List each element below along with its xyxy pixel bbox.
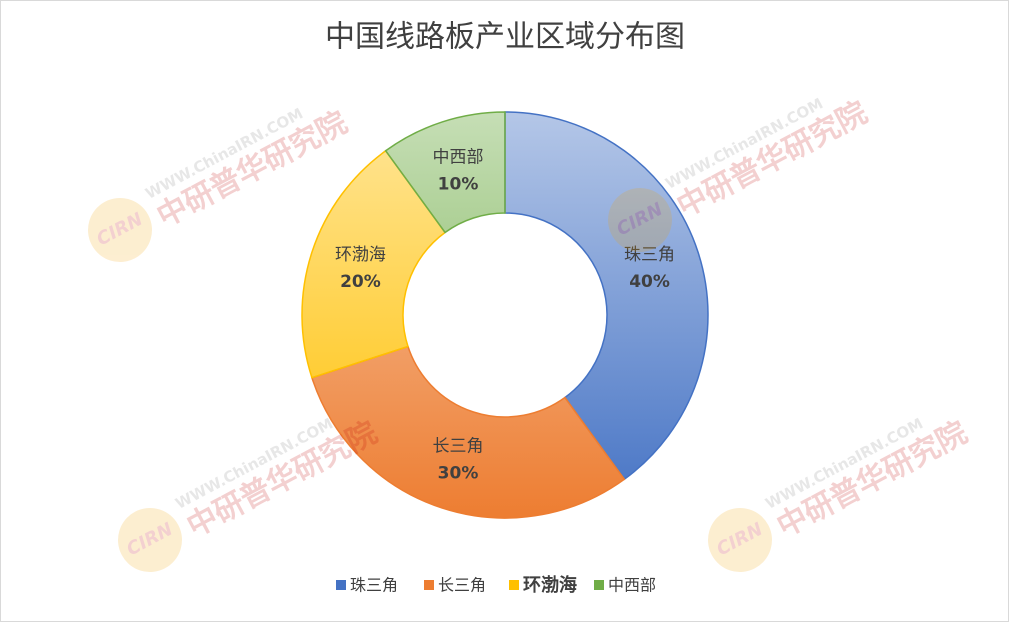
watermark-logo-circle: [118, 508, 182, 572]
legend-label: 珠三角: [350, 576, 398, 595]
legend-swatch: [424, 580, 434, 590]
value-label: 30%: [438, 464, 479, 484]
donut-segment: [384, 111, 506, 234]
donut-segment: [504, 111, 709, 481]
legend-label: 长三角: [438, 576, 486, 595]
segment-label: 中西部: [433, 147, 484, 167]
legend-label: 环渤海: [523, 574, 577, 596]
donut-segment: [301, 149, 447, 379]
segment-label: 珠三角: [624, 245, 675, 265]
legend-swatch: [336, 580, 346, 590]
watermark-logo-circle: [708, 508, 772, 572]
donut-segment: [310, 345, 626, 519]
chart-title: 中国线路板产业区域分布图: [325, 20, 685, 55]
watermark-logo-circle: [608, 188, 672, 252]
value-label: 40%: [629, 272, 670, 292]
legend-swatch: [594, 580, 604, 590]
segment-label: 环渤海: [335, 245, 386, 265]
segment-label: 长三角: [433, 437, 484, 457]
watermark-logo-circle: [88, 198, 152, 262]
legend-label: 中西部: [608, 576, 656, 595]
value-label: 10%: [438, 174, 479, 194]
value-label: 20%: [340, 272, 381, 292]
legend-swatch: [509, 580, 519, 590]
